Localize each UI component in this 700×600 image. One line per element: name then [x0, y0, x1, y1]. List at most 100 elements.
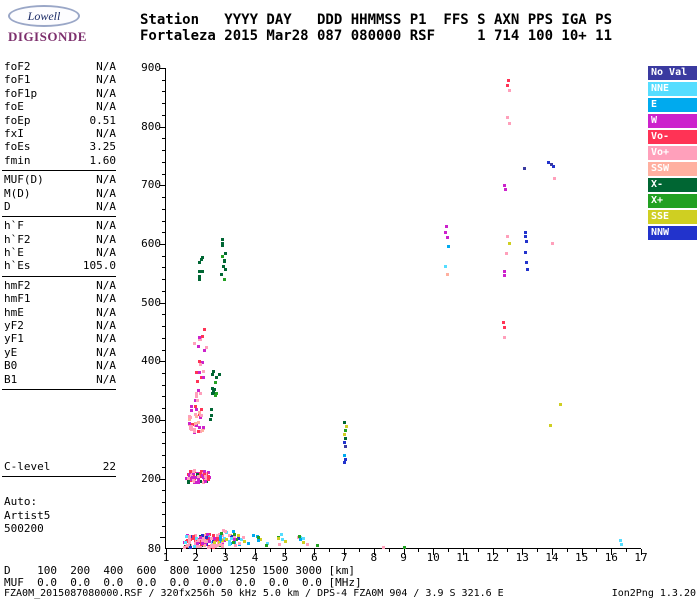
data-point: [256, 538, 260, 542]
status-bar: FZA0M_2015087080000.RSF / 320fx256h 50 k…: [4, 589, 696, 599]
y-major-tick: [160, 126, 166, 128]
data-point: [343, 433, 347, 437]
param-label: h`F2: [4, 232, 31, 246]
data-point: [236, 534, 240, 538]
data-point: [197, 475, 201, 479]
data-point: [444, 265, 448, 269]
data-point: [204, 345, 208, 349]
data-point: [503, 274, 507, 278]
data-point: [342, 440, 346, 444]
param-label: yF1: [4, 332, 24, 346]
y-minor-tick: [162, 408, 166, 410]
data-point: [195, 399, 199, 403]
ionogram-plot: 900 800 700 600 500 400 300 200 80 1 2 3 4 5 6 7 8 9 10 11 1…: [141, 62, 648, 563]
data-point: [276, 537, 280, 541]
d-row: D 100 200 400 600 800 1000 1250 1500 300…: [4, 564, 355, 577]
param-row: h`Es 105.0: [4, 259, 116, 272]
x-major-tick: [581, 549, 583, 555]
y-major-tick: [160, 185, 166, 187]
param-footer-text: Artist5: [4, 508, 51, 522]
x-major-tick: [195, 549, 197, 555]
legend: No Val NNE E W Vo- Vo+ SSW X- X+ SSE NNW: [648, 66, 697, 242]
data-point: [200, 471, 204, 475]
data-point: [219, 543, 223, 547]
data-point: [195, 472, 199, 476]
param-row: hmF1 N/A: [4, 292, 116, 305]
data-point: [188, 541, 192, 545]
data-point: [195, 395, 199, 399]
param-row: yE N/A: [4, 346, 116, 359]
legend-item-no-val: No Val: [648, 66, 697, 80]
y-minor-tick: [162, 326, 166, 328]
param-value: N/A: [96, 278, 116, 292]
data-point: [211, 387, 215, 391]
status-program-version: Ion2Png 1.3.20: [611, 588, 696, 599]
y-minor-tick: [162, 220, 166, 222]
x-minor-tick: [566, 549, 568, 552]
data-point: [224, 530, 228, 534]
legend-item-ssw: SSW: [648, 162, 697, 176]
lowell-digisonde-logo: Lowell DIGISONDE: [8, 5, 87, 45]
param-row: yF1 N/A: [4, 332, 116, 345]
x-major-tick: [462, 549, 464, 555]
legend-item-sse: SSE: [648, 210, 697, 224]
data-point: [204, 479, 208, 483]
data-point: [298, 537, 302, 541]
data-point: [213, 536, 217, 540]
data-point: [199, 337, 203, 341]
param-label: foF1: [4, 73, 31, 87]
data-point: [256, 536, 260, 540]
data-point: [193, 476, 197, 480]
data-point: [506, 235, 510, 239]
data-point: [233, 541, 237, 545]
x-tick-label: 5: [281, 551, 289, 564]
legend-item-e: E: [648, 98, 697, 112]
data-point: [193, 341, 197, 345]
x-minor-tick: [626, 549, 628, 552]
data-point: [199, 415, 203, 419]
data-point: [503, 335, 507, 339]
data-point: [220, 238, 224, 242]
param-value: N/A: [96, 73, 116, 87]
param-label: h`F: [4, 219, 24, 233]
x-tick-label: 11: [456, 551, 470, 564]
digisonde-wordmark: DIGISONDE: [8, 29, 87, 44]
data-point: [196, 379, 200, 383]
y-minor-tick: [162, 138, 166, 140]
x-minor-tick: [210, 549, 212, 552]
x-tick-label: 4: [251, 551, 259, 564]
data-point: [191, 535, 195, 539]
param-label: MUF(D): [4, 173, 44, 187]
status-filename: FZA0M_2015087080000.RSF / 320fx256h 50 k…: [4, 588, 504, 599]
param-value: N/A: [96, 173, 116, 187]
legend-item-nnw: NNW: [648, 226, 697, 240]
data-point: [445, 225, 449, 229]
y-major-tick: [160, 68, 166, 69]
data-point: [552, 176, 556, 180]
x-tick-label: 9: [400, 551, 407, 564]
data-point: [524, 240, 528, 244]
data-point: [224, 538, 228, 542]
data-point: [193, 428, 197, 432]
data-point: [185, 476, 189, 480]
data-point: [211, 546, 215, 550]
data-point: [203, 328, 207, 332]
data-point: [197, 430, 201, 434]
data-point: [198, 426, 202, 430]
data-point: [208, 418, 212, 422]
data-point: [220, 255, 224, 259]
y-tick-label: 600: [141, 236, 161, 250]
data-point: [381, 545, 385, 549]
data-point: [233, 532, 237, 536]
data-point: [342, 420, 346, 424]
param-label: h`Es: [4, 259, 31, 273]
data-point: [187, 415, 191, 419]
data-point: [194, 422, 198, 426]
data-point: [221, 241, 225, 245]
data-point: [217, 373, 221, 377]
x-major-tick: [373, 549, 375, 555]
param-panel: foF2 N/A foF1 N/A foF1p N/A foE N/A foEp 0.51 fxI N…: [2, 60, 116, 536]
data-point: [204, 535, 208, 539]
data-point: [506, 84, 510, 87]
data-point: [199, 470, 203, 474]
